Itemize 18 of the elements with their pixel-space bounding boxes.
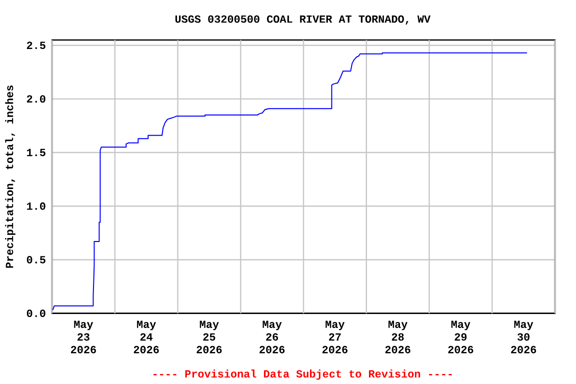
chart-title: USGS 03200500 COAL RIVER AT TORNADO, WV — [175, 15, 431, 25]
y-axis-title: Precipitation, total, inches — [5, 85, 16, 268]
y-tick-label: 1.5 — [27, 148, 46, 156]
x-tick-label: May 23 2026 — [70, 320, 96, 354]
x-tick-label: May 28 2026 — [385, 320, 410, 354]
y-tick-label: 2.5 — [26, 42, 46, 50]
text: ---- Provisional Data Subject to Revision ---- — [154, 370, 452, 380]
line-series — [52, 52, 528, 311]
x-tick-label: May 26 2026 — [260, 320, 285, 354]
x-tick-label: May 29 2026 — [448, 320, 474, 354]
y-tick-label: 2.0 — [26, 95, 46, 103]
y-tick-label: 0.0 — [26, 310, 46, 318]
x-tick-label: May 25 2026 — [196, 320, 222, 354]
x-tick-label: May 27 2026 — [322, 320, 348, 354]
x-tick-label: May 24 2026 — [134, 320, 159, 354]
y-tick-label: 0.5 — [26, 256, 46, 264]
y-tick-label: 1.0 — [27, 202, 46, 210]
x-tick-label: May 30 2026 — [511, 320, 536, 354]
